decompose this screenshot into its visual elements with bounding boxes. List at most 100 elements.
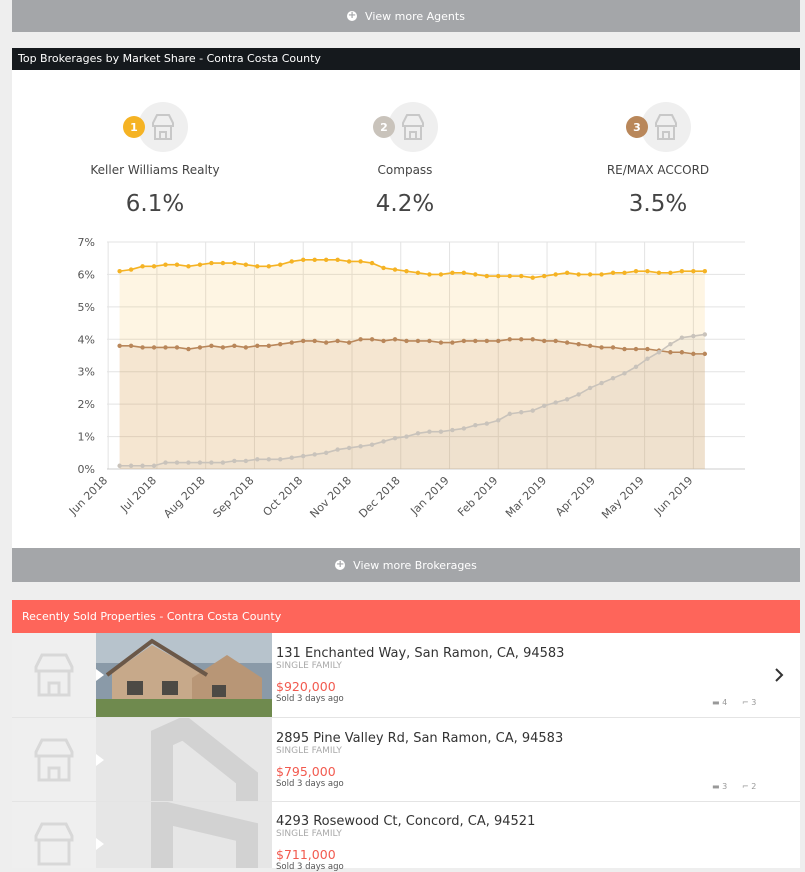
y-tick-label: 6% [78, 268, 95, 281]
data-point [450, 270, 455, 276]
data-point [645, 268, 650, 274]
x-tick-label: Apr 2019 [553, 474, 598, 519]
data-point [404, 268, 409, 274]
data-point [209, 343, 214, 348]
data-point [140, 463, 145, 468]
data-point [243, 262, 249, 267]
data-point [381, 338, 386, 344]
chart: 0% 1% 2% 3% 4% 5% 6% 7% Jun 2018 Jul 2018 Aug 2018… [66, 236, 745, 521]
x-tick-label: Jun 2019 [651, 474, 695, 518]
data-point [232, 343, 237, 348]
data-point [656, 270, 662, 276]
data-point [358, 259, 363, 264]
data-point [335, 338, 340, 344]
data-point [633, 364, 639, 370]
data-point [209, 460, 214, 465]
data-point [519, 410, 524, 415]
data-point [220, 460, 226, 465]
listing-row[interactable] [12, 718, 800, 802]
data-point [427, 338, 432, 344]
data-point [553, 272, 558, 277]
data-point [668, 270, 673, 276]
data-point [668, 350, 673, 355]
data-point [151, 463, 157, 468]
data-point [128, 267, 134, 272]
data-point [323, 257, 329, 263]
y-tick-label: 3% [78, 366, 95, 379]
data-point [530, 408, 535, 413]
listing-media [12, 718, 272, 801]
data-point [645, 346, 650, 352]
price: $795,000 [276, 764, 336, 779]
series-area [119, 334, 705, 469]
data-point [209, 260, 214, 266]
data-point [576, 392, 581, 397]
x-tick-label: Jul 2018 [117, 474, 159, 516]
data-point [117, 343, 122, 348]
brokerage-name: Keller Williams Realty [90, 163, 220, 177]
data-point [484, 421, 490, 426]
data-point [346, 445, 352, 451]
property-type: SINGLE FAMILY [276, 746, 342, 756]
data-point [289, 340, 294, 345]
baths: ⌐ 2 [742, 782, 757, 791]
data-point [323, 450, 329, 455]
brokerage-name: RE/MAX ACCORD [606, 163, 710, 177]
data-point [278, 262, 283, 267]
data-point [587, 343, 593, 348]
listing-row[interactable] [12, 633, 800, 718]
data-point [461, 426, 467, 431]
data-point [679, 350, 685, 355]
view-more-brokerages[interactable]: + View more Brokerages [12, 548, 800, 582]
data-point [392, 337, 398, 342]
data-point [163, 262, 168, 267]
beds: ▬ 3 [712, 782, 728, 791]
data-point [541, 273, 547, 279]
data-point [289, 259, 294, 264]
data-point [278, 457, 283, 462]
data-point [450, 427, 455, 433]
data-point [599, 380, 604, 386]
data-point [312, 338, 317, 344]
data-point [369, 442, 375, 447]
data-point [140, 264, 145, 269]
data-point [392, 267, 398, 272]
x-tick-label: Feb 2019 [455, 474, 500, 519]
beds: ▬ 4 [712, 698, 728, 707]
beds-count: 3 [722, 782, 728, 791]
data-point [255, 343, 260, 348]
market-share: 3.5% [628, 191, 688, 217]
view-more-agents[interactable]: + View more Agents [12, 0, 800, 32]
y-tick-label: 1% [78, 431, 95, 444]
data-point [541, 338, 547, 344]
chevron[interactable] [772, 667, 786, 683]
data-point [151, 345, 157, 350]
y-tick-label: 0% [78, 463, 95, 476]
data-point [691, 268, 696, 274]
data-point [507, 411, 512, 417]
data-point [358, 444, 363, 449]
brokerage-icon: 2 [373, 102, 438, 152]
price: $920,000 [276, 679, 336, 694]
data-point [702, 351, 708, 357]
rank-badge: 2 [380, 121, 388, 134]
data-point [610, 270, 616, 276]
data-point [174, 345, 180, 350]
data-point [415, 338, 421, 344]
data-point [117, 268, 122, 274]
data-point [186, 460, 191, 465]
data-point [679, 268, 685, 274]
section-header: Top Brokerages by Market Share - Contra … [12, 48, 800, 70]
x-tick-label: Jan 2019 [407, 474, 451, 518]
data-point [519, 337, 524, 342]
data-point [243, 458, 249, 464]
data-point [496, 418, 501, 423]
property-type: SINGLE FAMILY [276, 829, 342, 839]
listing-row[interactable] [12, 802, 800, 868]
data-point [496, 338, 501, 344]
data-point [197, 262, 203, 267]
x-tick-label: Nov 2018 [307, 474, 354, 521]
data-point [553, 400, 558, 405]
data-point [220, 345, 226, 350]
data-point [197, 345, 203, 350]
